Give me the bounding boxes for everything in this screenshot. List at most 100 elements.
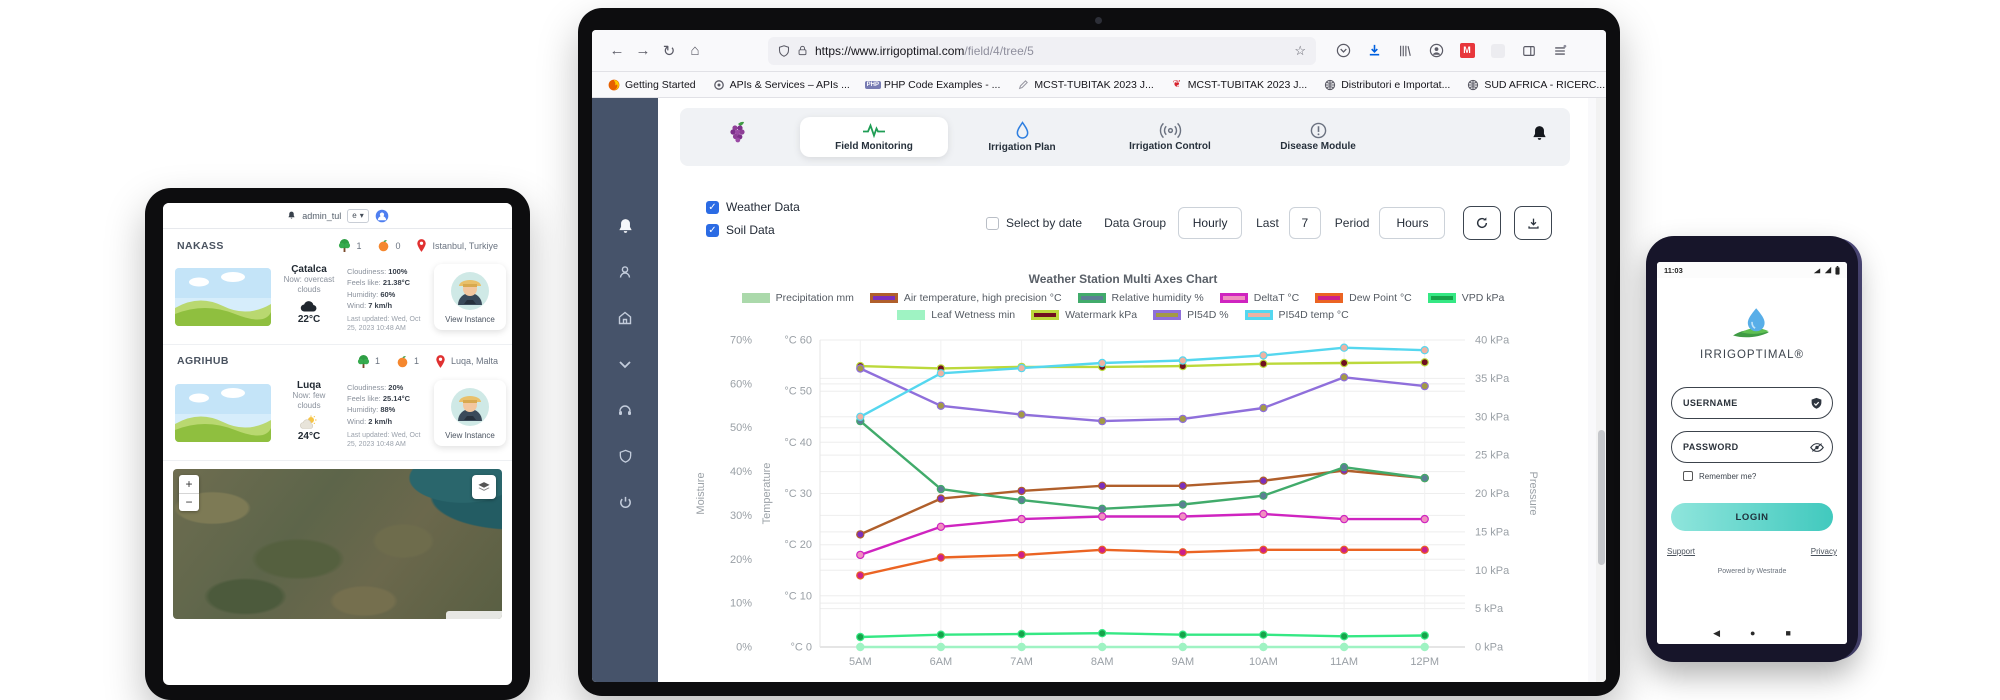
app-sidebar: [592, 98, 658, 682]
sidebar-shield-icon[interactable]: [615, 446, 635, 466]
legend-label: Precipitation mm: [775, 292, 854, 304]
privacy-link[interactable]: Privacy: [1810, 547, 1837, 556]
legend-item[interactable]: PI54D %: [1153, 309, 1229, 321]
forward-button[interactable]: →: [635, 42, 651, 59]
password-field[interactable]: [1671, 431, 1833, 463]
nav-recents-button[interactable]: ■: [1785, 628, 1791, 638]
sidebar-chevron-down-icon[interactable]: [615, 354, 635, 374]
download-icon[interactable]: [1365, 42, 1383, 60]
nav-home-button[interactable]: ●: [1750, 628, 1756, 638]
bookmark-label: PHP Code Examples - ...: [883, 79, 1001, 91]
bookmark-item[interactable]: Getting Started: [608, 79, 696, 91]
bookmark-star-icon[interactable]: ☆: [1294, 42, 1306, 58]
tab-irrigation-control[interactable]: Irrigation Control: [1096, 117, 1244, 157]
tab-label: Field Monitoring: [835, 141, 913, 152]
data-group-select[interactable]: Hourly: [1178, 207, 1243, 239]
password-input[interactable]: [1683, 442, 1804, 452]
bookmark-item[interactable]: PHP PHP Code Examples - ...: [864, 79, 1001, 91]
legend-item[interactable]: Watermark kPa: [1031, 309, 1137, 321]
tab-field-monitoring[interactable]: Field Monitoring: [800, 117, 948, 157]
legend-item[interactable]: VPD kPa: [1427, 292, 1504, 304]
map-zoom-in-button[interactable]: +: [185, 476, 193, 491]
period-select[interactable]: Hours: [1379, 207, 1446, 239]
view-instance-button[interactable]: View Instance: [434, 264, 506, 330]
laptop-device: ← → ↻ ⌂ https://www.irrigoptimal.com/fie…: [578, 8, 1620, 696]
svg-text:70%: 70%: [730, 335, 752, 347]
menu-icon[interactable]: [1551, 42, 1569, 60]
account-icon[interactable]: [1427, 42, 1445, 60]
home-button[interactable]: ⌂: [690, 42, 700, 59]
map-layers-button[interactable]: [472, 474, 496, 499]
sidebar-headset-icon[interactable]: [615, 400, 635, 420]
url-text: https://www.irrigoptimal.com/field/4/tre…: [815, 43, 1034, 58]
legend-label: Air temperature, high precision °C: [903, 292, 1062, 304]
bookmark-item[interactable]: APIs & Services – APIs ...: [713, 79, 850, 91]
bookmark-item[interactable]: Distributori e Importat...: [1324, 79, 1450, 91]
weather-card: Luqa Now: few clouds 24°C Cloudiness: 20% Fe…: [163, 374, 512, 461]
phone-status-bar: 11:03: [1657, 262, 1847, 278]
notifications-bell-icon[interactable]: [1531, 125, 1548, 142]
legend-item[interactable]: DeltaT °C: [1219, 292, 1299, 304]
weather-data-toggle[interactable]: ✓ Weather Data: [706, 200, 800, 214]
nav-back-button[interactable]: ◀: [1713, 627, 1721, 638]
login-button[interactable]: LOGIN: [1671, 503, 1833, 531]
android-nav-bar: ◀ ● ■: [1657, 622, 1847, 644]
map-zoom-out-button[interactable]: −: [179, 492, 199, 511]
scrollbar-track[interactable]: [1596, 98, 1606, 682]
select-by-date-checkbox[interactable]: [986, 216, 999, 230]
reload-button[interactable]: ↻: [662, 42, 676, 60]
bookmark-item[interactable]: SUD AFRICA - RICERC...: [1467, 79, 1605, 91]
library-icon[interactable]: [1396, 42, 1414, 60]
town-name: Luqa: [297, 379, 321, 391]
legend-item[interactable]: Precipitation mm: [741, 292, 854, 304]
tab-irrigation-plan[interactable]: Irrigation Plan: [948, 116, 1096, 158]
sidebar-bell-icon[interactable]: [615, 216, 635, 236]
avatar[interactable]: [375, 209, 389, 223]
svg-text:8AM: 8AM: [1091, 656, 1114, 668]
back-button[interactable]: ←: [609, 42, 625, 59]
signal-icon: [1824, 266, 1832, 274]
checkbox-checked-icon[interactable]: ✓: [706, 223, 719, 237]
address-bar[interactable]: https://www.irrigoptimal.com/field/4/tre…: [768, 36, 1316, 65]
legend-item[interactable]: PI54D temp °C: [1244, 309, 1349, 321]
bookmark-item[interactable]: MCST-TUBITAK 2023 J...: [1017, 79, 1154, 91]
weather-detail: Wind: 2 km/h: [347, 416, 393, 426]
conditions-now: Now: few clouds: [292, 390, 326, 410]
remember-checkbox[interactable]: [1683, 471, 1693, 481]
sidebar-home-icon[interactable]: [615, 308, 635, 328]
tab-disease-module[interactable]: Disease Module: [1244, 117, 1392, 157]
battery-icon: [1835, 265, 1840, 275]
footer-links: Support Privacy: [1667, 547, 1837, 556]
remember-me[interactable]: Remember me?: [1683, 471, 1847, 481]
legend-item[interactable]: Dew Point °C: [1315, 292, 1412, 304]
refresh-button[interactable]: [1463, 206, 1502, 240]
extension-icon[interactable]: [1489, 42, 1507, 60]
support-link[interactable]: Support: [1667, 547, 1696, 556]
last-input[interactable]: 7: [1288, 207, 1321, 239]
username-field[interactable]: [1671, 387, 1833, 419]
soil-data-toggle[interactable]: ✓ Soil Data: [706, 223, 800, 237]
username-input[interactable]: [1683, 398, 1804, 408]
pocket-icon[interactable]: [1334, 42, 1352, 60]
download-button[interactable]: [1514, 206, 1553, 240]
lock-icon[interactable]: [797, 45, 808, 56]
view-instance-button[interactable]: View Instance: [434, 379, 506, 446]
tablet-language-select[interactable]: e ▾: [347, 208, 369, 223]
eye-off-icon[interactable]: [1810, 442, 1824, 453]
bookmark-label: MCST-TUBITAK 2023 J...: [1187, 79, 1308, 91]
legend-item[interactable]: Air temperature, high precision °C: [869, 292, 1062, 304]
legend-item[interactable]: Relative humidity %: [1077, 292, 1204, 304]
scrollbar-thumb[interactable]: [1597, 430, 1605, 565]
mx-extension-icon[interactable]: M: [1458, 42, 1476, 60]
svg-text:10AM: 10AM: [1249, 656, 1278, 668]
legend-swatch: [1427, 293, 1456, 303]
sidebar-power-icon[interactable]: [615, 492, 635, 512]
tracking-shield-icon[interactable]: [778, 44, 790, 57]
sidebar-user-icon[interactable]: [615, 262, 635, 282]
checkbox-checked-icon[interactable]: ✓: [706, 200, 719, 214]
legend-item[interactable]: Leaf Wetness min: [897, 309, 1015, 321]
php-icon: PHP: [864, 81, 882, 89]
bookmark-item[interactable]: ❦ MCST-TUBITAK 2023 J...: [1171, 79, 1308, 91]
satellite-map[interactable]: + −: [173, 468, 502, 619]
open-sidebar-icon[interactable]: [1520, 42, 1538, 60]
